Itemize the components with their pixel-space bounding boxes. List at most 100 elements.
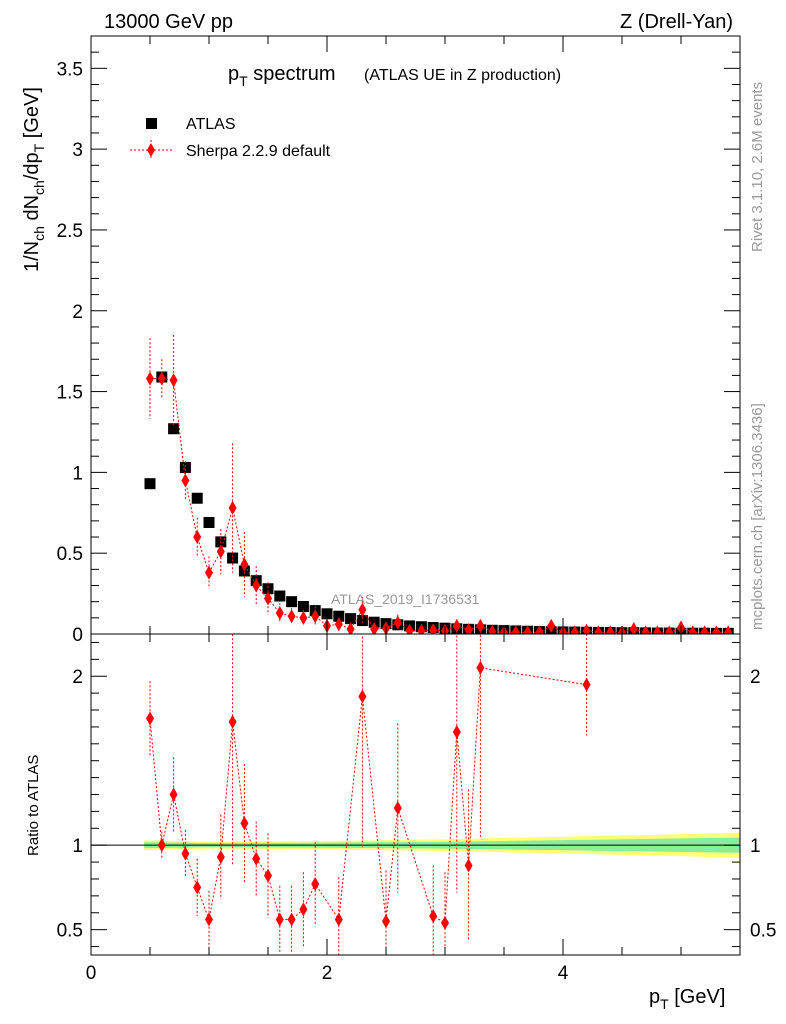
sherpa-point <box>535 625 544 634</box>
sherpa-point <box>216 544 225 559</box>
sherpa-point <box>452 618 461 633</box>
sherpa-point <box>641 625 650 634</box>
ratio-point <box>334 912 343 927</box>
main-ytick-label: 1.5 <box>57 383 83 404</box>
ratio-point <box>441 915 449 930</box>
sherpa-point <box>547 618 556 633</box>
main-ytick-label: 0.5 <box>57 544 83 565</box>
ratio-ytick-label-right: 1 <box>750 836 761 857</box>
sherpa-point <box>594 625 603 634</box>
chart-title: pT spectrum <box>228 63 336 89</box>
ratio-axes: 0.5 0.5 1 1 2 2 0 2 4 <box>57 634 776 984</box>
sherpa-point <box>346 622 355 634</box>
chart-title-main: p <box>228 63 239 85</box>
sherpa-point <box>157 371 166 386</box>
ratio-point <box>452 724 461 739</box>
ratio-ytick-label-left: 1 <box>72 836 83 857</box>
atlas-point <box>191 492 203 504</box>
ratio-point <box>358 689 367 704</box>
sherpa-point <box>287 609 296 624</box>
ratio-point <box>382 914 390 929</box>
sherpa-point <box>476 618 485 633</box>
atlas-point <box>286 596 298 608</box>
legend-label-atlas: ATLAS <box>186 116 236 133</box>
sherpa-point <box>582 623 591 634</box>
sherpa-point <box>417 623 426 634</box>
sherpa-point <box>523 625 532 634</box>
ratio-plot-content <box>91 634 740 955</box>
ratio-point <box>287 912 296 927</box>
atlas-point <box>356 615 368 627</box>
ratio-panel: 0.5 0.5 1 1 2 2 0 2 4 Ratio to ATLAS pT [GeV] <box>25 633 776 1012</box>
legend-marker-sherpa <box>147 143 155 157</box>
chart-subtitle: (ATLAS UE in Z production) <box>364 67 561 84</box>
sherpa-point <box>688 625 697 634</box>
main-ytick-label: 0 <box>72 625 83 646</box>
sherpa-point <box>712 625 721 634</box>
ylabel-part-6: [GeV] <box>21 87 43 144</box>
atlas-point <box>333 610 345 622</box>
chart-title-sub: T <box>239 73 248 89</box>
sherpa-point <box>264 591 272 606</box>
atlas-point <box>203 516 215 528</box>
ratio-point <box>393 801 402 816</box>
main-ytick-label: 3 <box>72 140 83 161</box>
ratio-point <box>240 816 249 831</box>
main-ytick-label: 3.5 <box>57 59 83 80</box>
atlas-point <box>227 552 239 564</box>
main-ytick-label: 1 <box>72 463 83 484</box>
sherpa-point <box>570 625 579 634</box>
sherpa-point <box>606 625 615 634</box>
ratio-line <box>149 667 587 924</box>
main-ytick-label: 2 <box>72 302 83 323</box>
ratio-point <box>275 912 284 927</box>
sherpa-point <box>146 371 154 386</box>
ratio-point <box>464 858 473 873</box>
sherpa-point <box>205 565 213 580</box>
ylabel-part-1: ch <box>31 226 47 241</box>
sherpa-point <box>653 625 662 634</box>
sherpa-point <box>334 617 343 632</box>
sherpa-point <box>181 473 190 488</box>
sherpa-point <box>370 622 379 634</box>
ratio-frame <box>90 633 741 956</box>
sherpa-point <box>393 615 402 630</box>
ratio-point <box>264 868 272 883</box>
sherpa-point <box>193 530 202 545</box>
sherpa-point <box>240 557 249 572</box>
main-ytick-label: 2.5 <box>57 221 83 242</box>
sherpa-point <box>665 625 674 634</box>
ratio-point <box>205 912 213 927</box>
legend-label-sherpa: Sherpa 2.2.9 default <box>186 143 331 160</box>
ylabel-part-4: /dp <box>21 152 43 180</box>
atlas-point <box>262 583 274 595</box>
ratio-point <box>299 902 308 917</box>
energy-label: 13000 GeV pp <box>104 11 233 33</box>
atlas-point <box>297 601 309 613</box>
legend: ATLAS Sherpa 2.2.9 default <box>130 116 331 160</box>
chart-title-rest: spectrum <box>248 63 336 85</box>
sherpa-point <box>169 373 178 388</box>
sherpa-point <box>464 622 473 634</box>
rivet-label: Rivet 3.1.10, 2.6M events <box>749 82 766 252</box>
atlas-point <box>274 590 286 602</box>
ratio-ytick-label-right: 2 <box>750 667 761 688</box>
sherpa-point <box>405 623 414 634</box>
ratio-ylabel: Ratio to ATLAS <box>25 755 42 856</box>
ratio-point <box>228 714 237 729</box>
atlas-point <box>168 423 180 435</box>
sherpa-point <box>358 602 367 617</box>
xtick-label: 4 <box>558 963 569 984</box>
ratio-ytick-label-left: 0.5 <box>57 921 83 942</box>
ratio-point <box>157 838 166 853</box>
ratio-point <box>252 851 261 866</box>
xlabel-part-0: p <box>649 986 660 1008</box>
atlas-point <box>179 462 191 474</box>
ratio-point <box>181 846 190 861</box>
ylabel-part-5: T <box>31 143 47 152</box>
sherpa-point <box>252 578 261 593</box>
sherpa-point <box>299 610 308 625</box>
sherpa-point <box>488 624 497 634</box>
ratio-point <box>169 787 178 802</box>
